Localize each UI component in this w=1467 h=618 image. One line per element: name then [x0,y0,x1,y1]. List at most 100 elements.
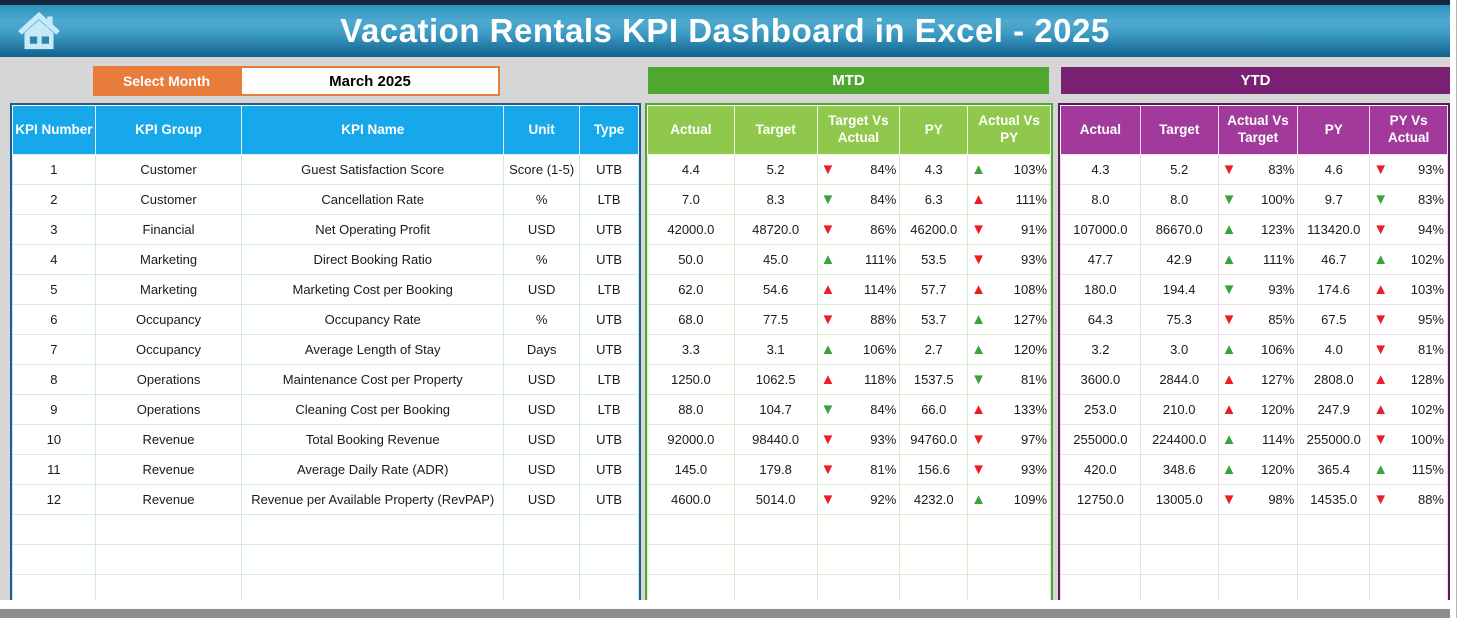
name-cell: Direct Booking Ratio [241,244,505,275]
selected-month-dropdown[interactable]: March 2025 [240,66,500,96]
table-row: 50.0 45.0 ▲ 111% 53.5 ▼ 93% [647,244,1051,275]
percent-value: 120% [1261,402,1295,417]
group-cell: Revenue [94,424,243,455]
percent-value: 85% [1268,312,1295,327]
py-vs-actual-cell: ▲ 115% [1369,454,1448,485]
py-vs-actual-cell: ▲ 102% [1369,244,1448,275]
actual-cell: 7.0 [647,184,735,215]
actual-vs-target-cell: ▼ 98% [1217,484,1299,515]
py-cell: 53.7 [899,304,969,335]
target-vs-actual-cell: ▼ 88% [816,304,901,335]
py-vs-actual-cell: ▲ 102% [1369,394,1448,425]
actual-vs-target-cell: ▲ 120% [1217,394,1299,425]
actual-vs-target-cell: ▲ 114% [1217,424,1299,455]
actual-vs-py-cell: ▲ 109% [967,484,1051,515]
target-vs-actual-cell: ▼ 86% [816,214,901,245]
unit-cell: Score (1-5) [503,154,581,185]
empty-cell [94,574,243,600]
group-cell: Occupancy [94,304,243,335]
empty-row [647,544,1051,575]
empty-cell [241,514,505,545]
trend-up-icon: ▲ [971,311,987,328]
percent-value: 95% [1417,312,1444,327]
unit-cell: USD [503,484,581,515]
empty-cell [503,544,581,575]
table-row: 8 Operations Maintenance Cost per Property… [12,364,639,395]
type-cell: UTB [579,214,639,245]
actual-cell: 3600.0 [1060,364,1141,395]
actual-vs-target-cell: ▲ 106% [1217,334,1299,365]
trend-down-icon: ▼ [1221,311,1237,328]
trend-down-icon: ▼ [1373,191,1389,208]
type-cell: LTB [579,184,639,215]
target-cell: 1062.5 [733,364,818,395]
py-header: PY [899,105,969,155]
actual-vs-py-cell: ▲ 103% [967,154,1051,185]
mtd-section-header: MTD [648,67,1049,94]
trend-down-icon: ▼ [971,431,987,448]
unit-cell: USD [503,214,581,245]
table-row: 4 Marketing Direct Booking Ratio% UTB [12,244,639,275]
py-cell: 247.9 [1297,394,1371,425]
percent-value: 127% [1013,312,1047,327]
table-row: 7 Occupancy Average Length of Stay Days UTB [12,334,639,365]
percent-value: 128% [1410,372,1444,387]
percent-value: 98% [1268,492,1295,507]
percent-value: 84% [870,402,897,417]
actual-cell: 180.0 [1060,274,1141,305]
number-cell: 4 [12,244,96,275]
actual-cell: 47.7 [1060,244,1141,275]
group-cell: Financial [94,214,243,245]
target-cell: 104.7 [733,394,818,425]
type-cell: UTB [579,424,639,455]
unit-cell: Days [503,334,581,365]
trend-up-icon: ▲ [971,191,987,208]
number-cell: 2 [12,184,96,215]
py-cell: 53.5 [899,244,969,275]
table-row: 107000.0 86670.0 ▲ 123% 113420.0 ▼ 94% [1060,214,1448,245]
name-cell: Occupancy Rate [241,304,505,335]
table-row: 180.0 194.4 ▼ 93% 174.6 ▲ 103% [1060,274,1448,305]
empty-cell [241,574,505,600]
type-cell: LTB [579,394,639,425]
table-row: 42000.0 48720.0 ▼ 86% 46200.0 ▼ 91% [647,214,1051,245]
empty-cell [733,544,818,575]
target-vs-actual-cell: ▲ 118% [816,364,901,395]
table-row: 64.3 75.3 ▼ 85% 67.5 ▼ 95% [1060,304,1448,335]
percent-value: 100% [1261,192,1295,207]
select-month-button[interactable]: Select Month [93,66,240,96]
empty-cell [899,514,969,545]
py-cell: 4.6 [1297,154,1371,185]
table-row: 1 Customer Guest Satisfaction Score Score (… [12,154,639,185]
trend-down-icon: ▼ [1373,221,1389,238]
empty-cell [816,514,901,545]
trend-down-icon: ▼ [971,371,987,388]
table-row: 1250.0 1062.5 ▲ 118% 1537.5 ▼ 81% [647,364,1051,395]
empty-cell [733,574,818,600]
window-bottom-bar [0,609,1467,618]
number-header: KPI Number [12,105,96,155]
actual-cell: 1250.0 [647,364,735,395]
empty-cell [94,514,243,545]
table-row: 4.3 5.2 ▼ 83% 4.6 ▼ 93% [1060,154,1448,185]
home-button[interactable] [16,9,62,53]
empty-cell [647,514,735,545]
trend-up-icon: ▲ [1221,371,1237,388]
target-vs-actual-cell: ▼ 84% [816,394,901,425]
percent-value: 120% [1261,462,1295,477]
trend-down-icon: ▼ [820,491,836,508]
py-cell: 156.6 [899,454,969,485]
target-cell: 5.2 [1139,154,1219,185]
empty-row [12,544,639,575]
target-cell: 3.1 [733,334,818,365]
right-margin [1450,0,1467,618]
percent-value: 91% [1020,222,1047,237]
actual-vs-target-header: Actual Vs Target [1217,105,1299,155]
percent-value: 127% [1261,372,1295,387]
percent-value: 114% [863,282,897,297]
group-cell: Marketing [94,274,243,305]
py-cell: 46.7 [1297,244,1371,275]
percent-value: 115% [1411,462,1444,477]
py-cell: 66.0 [899,394,969,425]
py-cell: 57.7 [899,274,969,305]
